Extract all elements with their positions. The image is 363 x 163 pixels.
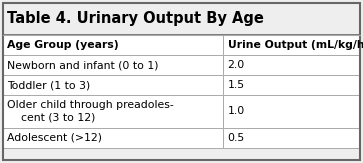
- Text: Older child through preadoles-
    cent (3 to 12): Older child through preadoles- cent (3 t…: [7, 100, 174, 123]
- Bar: [3, 128, 223, 148]
- Text: Adolescent (>12): Adolescent (>12): [7, 133, 102, 143]
- Text: Table 4. Urinary Output By Age: Table 4. Urinary Output By Age: [7, 12, 264, 27]
- Bar: [223, 128, 360, 148]
- Bar: [3, 35, 223, 55]
- Bar: [223, 55, 360, 75]
- Text: 1.0: 1.0: [228, 106, 245, 117]
- Text: Age Group (years): Age Group (years): [7, 40, 119, 50]
- Bar: [223, 75, 360, 95]
- Bar: [3, 55, 223, 75]
- Bar: [3, 75, 223, 95]
- Text: 0.5: 0.5: [228, 133, 245, 143]
- Text: Newborn and infant (0 to 1): Newborn and infant (0 to 1): [7, 60, 159, 70]
- Text: 2.0: 2.0: [228, 60, 245, 70]
- Text: Toddler (1 to 3): Toddler (1 to 3): [7, 80, 90, 90]
- Bar: [3, 3, 360, 35]
- Bar: [223, 35, 360, 55]
- Bar: [223, 95, 360, 128]
- Text: 1.5: 1.5: [228, 80, 245, 90]
- Bar: [3, 95, 223, 128]
- Text: Urine Output (mL/kg/hr): Urine Output (mL/kg/hr): [228, 40, 363, 50]
